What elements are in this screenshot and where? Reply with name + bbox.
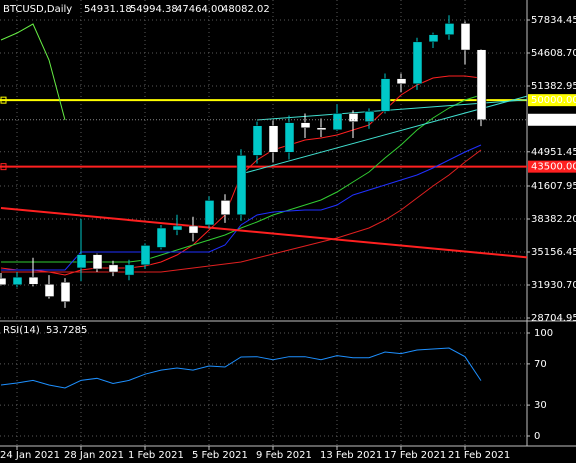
candle-body xyxy=(28,276,39,285)
indicator-line xyxy=(0,23,66,121)
ohlc-close: 48082.02 xyxy=(222,4,270,15)
candle-body xyxy=(444,23,455,35)
candle-body xyxy=(108,264,119,273)
level-label-bg xyxy=(528,94,576,107)
grid xyxy=(0,0,530,450)
ohlc-open: 54931.18 xyxy=(84,4,132,15)
y-tick-label: 44951.45 xyxy=(531,147,576,158)
x-tick-label: 17 Feb 2021 xyxy=(384,450,446,461)
candle-body xyxy=(460,23,471,51)
candle-body xyxy=(364,111,375,122)
candle-body xyxy=(348,113,359,122)
rsi-tick-label: 70 xyxy=(534,359,547,370)
candle-body xyxy=(316,127,327,131)
candle-body xyxy=(428,34,439,43)
rsi-tick-label: 0 xyxy=(534,431,540,442)
y-tick-label: 28704.95 xyxy=(531,313,576,324)
rsi-label: RSI(14) xyxy=(3,325,40,336)
candle-body xyxy=(300,122,311,129)
candle-body xyxy=(412,41,423,85)
candle-body xyxy=(44,284,55,297)
candle-body xyxy=(204,200,215,226)
y-tick-label: 41607.95 xyxy=(531,181,576,192)
level-label: 43500.00 xyxy=(531,162,576,173)
candle-body xyxy=(140,245,151,266)
level-handle xyxy=(0,96,7,104)
price-label: 48082.02 xyxy=(531,115,576,126)
level-handle xyxy=(0,163,7,171)
y-tick-label: 57834.45 xyxy=(531,15,576,26)
x-tick-label: 5 Feb 2021 xyxy=(192,450,248,461)
y-tick-label: 35156.45 xyxy=(531,247,576,258)
x-tick-label: 24 Jan 2021 xyxy=(0,450,60,461)
candle-body xyxy=(188,225,199,234)
x-tick-label: 1 Feb 2021 xyxy=(128,450,184,461)
y-tick-label: 31930.70 xyxy=(531,280,576,291)
level-label: 50000.00 xyxy=(531,95,576,106)
rsi-tick-label: 100 xyxy=(534,328,553,339)
ohlc-high: 54994.38 xyxy=(130,4,178,15)
candle-body xyxy=(396,78,407,85)
candle-body xyxy=(92,254,103,270)
candle-body xyxy=(236,155,247,215)
candle-body xyxy=(220,200,231,215)
rsi-tick-label: 30 xyxy=(534,400,547,411)
y-tick-label: 54608.70 xyxy=(531,48,576,59)
ohlc-low: 47464.00 xyxy=(176,4,224,15)
candle-body xyxy=(76,254,87,269)
rsi-value: 53.7285 xyxy=(46,325,87,336)
y-tick-label: 38382.20 xyxy=(531,214,576,225)
candle-body xyxy=(380,78,391,112)
candle-body xyxy=(124,264,135,276)
x-tick-label: 28 Jan 2021 xyxy=(64,450,124,461)
trendline xyxy=(0,207,528,259)
candle-body xyxy=(284,122,295,153)
rsi-line xyxy=(0,347,482,389)
level-label-bg xyxy=(528,160,576,173)
candle-body xyxy=(252,125,263,156)
labels: BTCUSD,Daily 54931.18 54994.38 47464.00 … xyxy=(0,4,576,461)
x-tick-label: 13 Feb 2021 xyxy=(320,450,382,461)
candle-body xyxy=(172,225,183,231)
x-tick-label: 9 Feb 2021 xyxy=(256,450,312,461)
chart-title: BTCUSD,Daily xyxy=(3,4,72,15)
candle-body xyxy=(332,113,343,131)
plot xyxy=(0,15,528,389)
candle-body xyxy=(268,125,279,153)
x-tick-label: 21 Feb 2021 xyxy=(448,450,510,461)
candle-body xyxy=(476,49,487,121)
candle-body xyxy=(0,277,7,286)
candle-body xyxy=(60,281,71,302)
y-tick-label: 51382.95 xyxy=(531,81,576,92)
price-label-bg xyxy=(528,113,576,126)
candle-body xyxy=(156,227,167,248)
candle-body xyxy=(12,276,23,286)
